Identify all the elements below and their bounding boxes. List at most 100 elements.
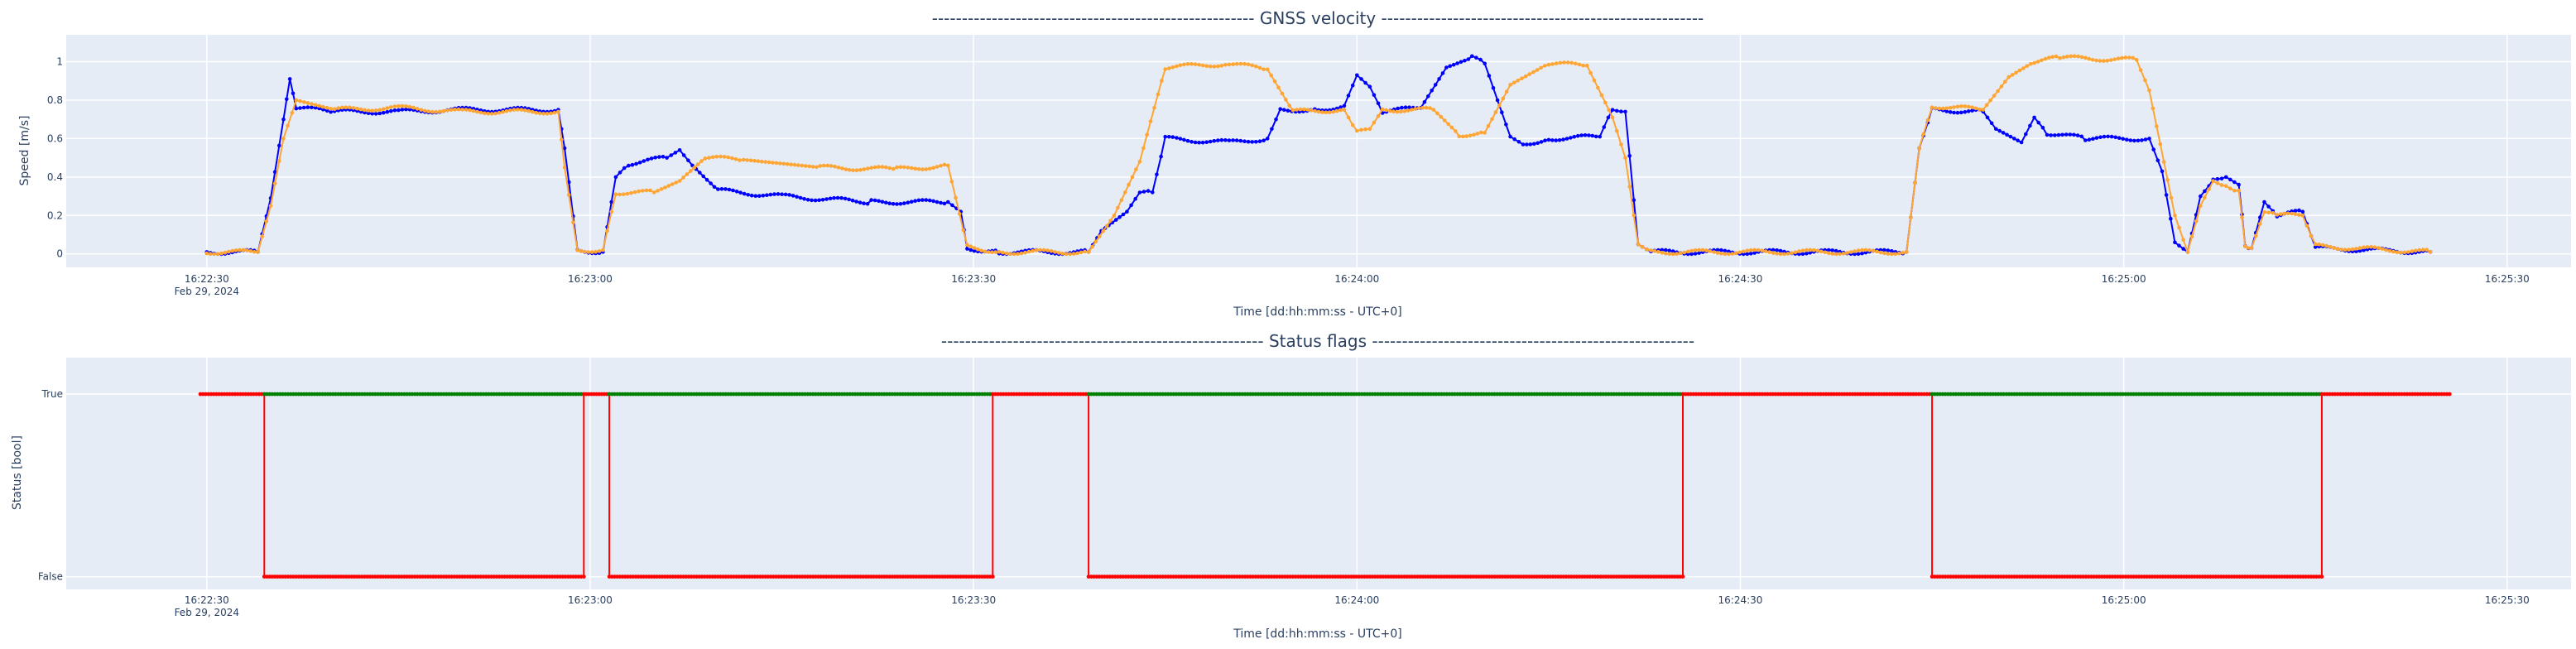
data-point [1614,128,1619,133]
velocity-panel: ----------------------------------------… [18,8,2571,319]
data-point [2056,132,2061,137]
data-point [1917,146,1921,151]
data-point [1068,252,1072,257]
data-point [1508,83,1512,87]
data-point [2016,138,2020,142]
data-point [776,192,781,196]
data-point [2008,134,2013,139]
data-point [1748,252,1753,256]
data-point [212,252,216,257]
data-point [1603,100,1608,105]
data-point [1257,139,1262,143]
data-point [483,111,487,116]
data-point [2253,233,2258,238]
data-point [1223,138,1228,142]
data-point [2087,56,2091,61]
data-point [1071,252,1076,256]
status-point [2400,392,2404,397]
data-point [1439,114,1444,119]
data-point [957,212,962,216]
data-point [2387,248,2392,253]
data-point [1231,62,1235,66]
data-point [965,247,969,251]
data-point [979,248,983,253]
data-point [1715,248,1720,252]
data-point [810,165,815,169]
data-point [2090,57,2095,62]
x-tick-label: 16:24:00 [1334,273,1379,285]
data-point [2428,250,2433,254]
data-point [2177,225,2181,230]
data-point [248,249,253,253]
data-point [1742,249,1746,254]
data-point [1433,83,1438,87]
data-point [453,107,457,112]
data-point [438,109,442,114]
data-point [800,163,805,168]
data-point [681,153,686,157]
data-point [1185,62,1190,66]
data-point [1355,128,1359,133]
data-point [1478,57,1483,62]
data-point [1376,114,1381,118]
data-point [2357,246,2362,250]
data-point [1856,248,1861,252]
data-point [1060,252,1065,256]
data-point [1531,70,1536,75]
data-point [1627,154,1632,158]
data-point [1863,250,1868,255]
data-point [2219,183,2224,187]
data-point [1355,73,1359,78]
data-point [1689,248,1694,253]
data-point [898,202,903,206]
data-point [1262,138,1266,142]
data-point [1497,103,1502,108]
data-point [2258,222,2262,226]
data-point [1745,248,1750,253]
data-point [1104,224,1109,228]
data-point [2223,175,2228,180]
data-point [1989,121,1994,126]
data-point [2040,125,2045,130]
data-point [847,197,851,202]
data-point [609,209,613,214]
data-point [373,112,378,116]
data-point [2010,73,2015,77]
y-tick-label: 1 [56,56,63,68]
data-point [310,102,314,106]
data-point [1988,99,1992,103]
data-point [1554,138,1558,142]
data-point [1400,105,1404,110]
status-point [1596,574,1600,579]
data-point [637,161,642,165]
data-point [1262,67,1266,71]
data-point [1543,138,1547,142]
data-point [519,108,524,112]
data-point [445,108,449,113]
data-point [961,228,966,233]
data-point [1208,64,1213,69]
data-point [2181,247,2185,251]
data-point [972,246,977,250]
data-point [627,163,631,168]
data-point [268,204,273,208]
data-point [1223,63,1228,67]
data-point [415,107,420,111]
data-point [1579,133,1584,137]
data-point [1193,140,1198,145]
data-point [685,172,690,176]
data-point [1558,60,1563,65]
data-point [997,249,1002,254]
data-point [1155,172,1159,177]
data-point [1216,64,1220,69]
data-point [2102,59,2106,63]
data-point [478,110,483,115]
data-point [1023,250,1027,255]
data-point [2293,212,2298,217]
data-point [1395,109,1400,114]
data-point [264,219,269,224]
data-point [1797,252,1801,257]
data-point [407,108,412,112]
data-point [1830,248,1834,252]
